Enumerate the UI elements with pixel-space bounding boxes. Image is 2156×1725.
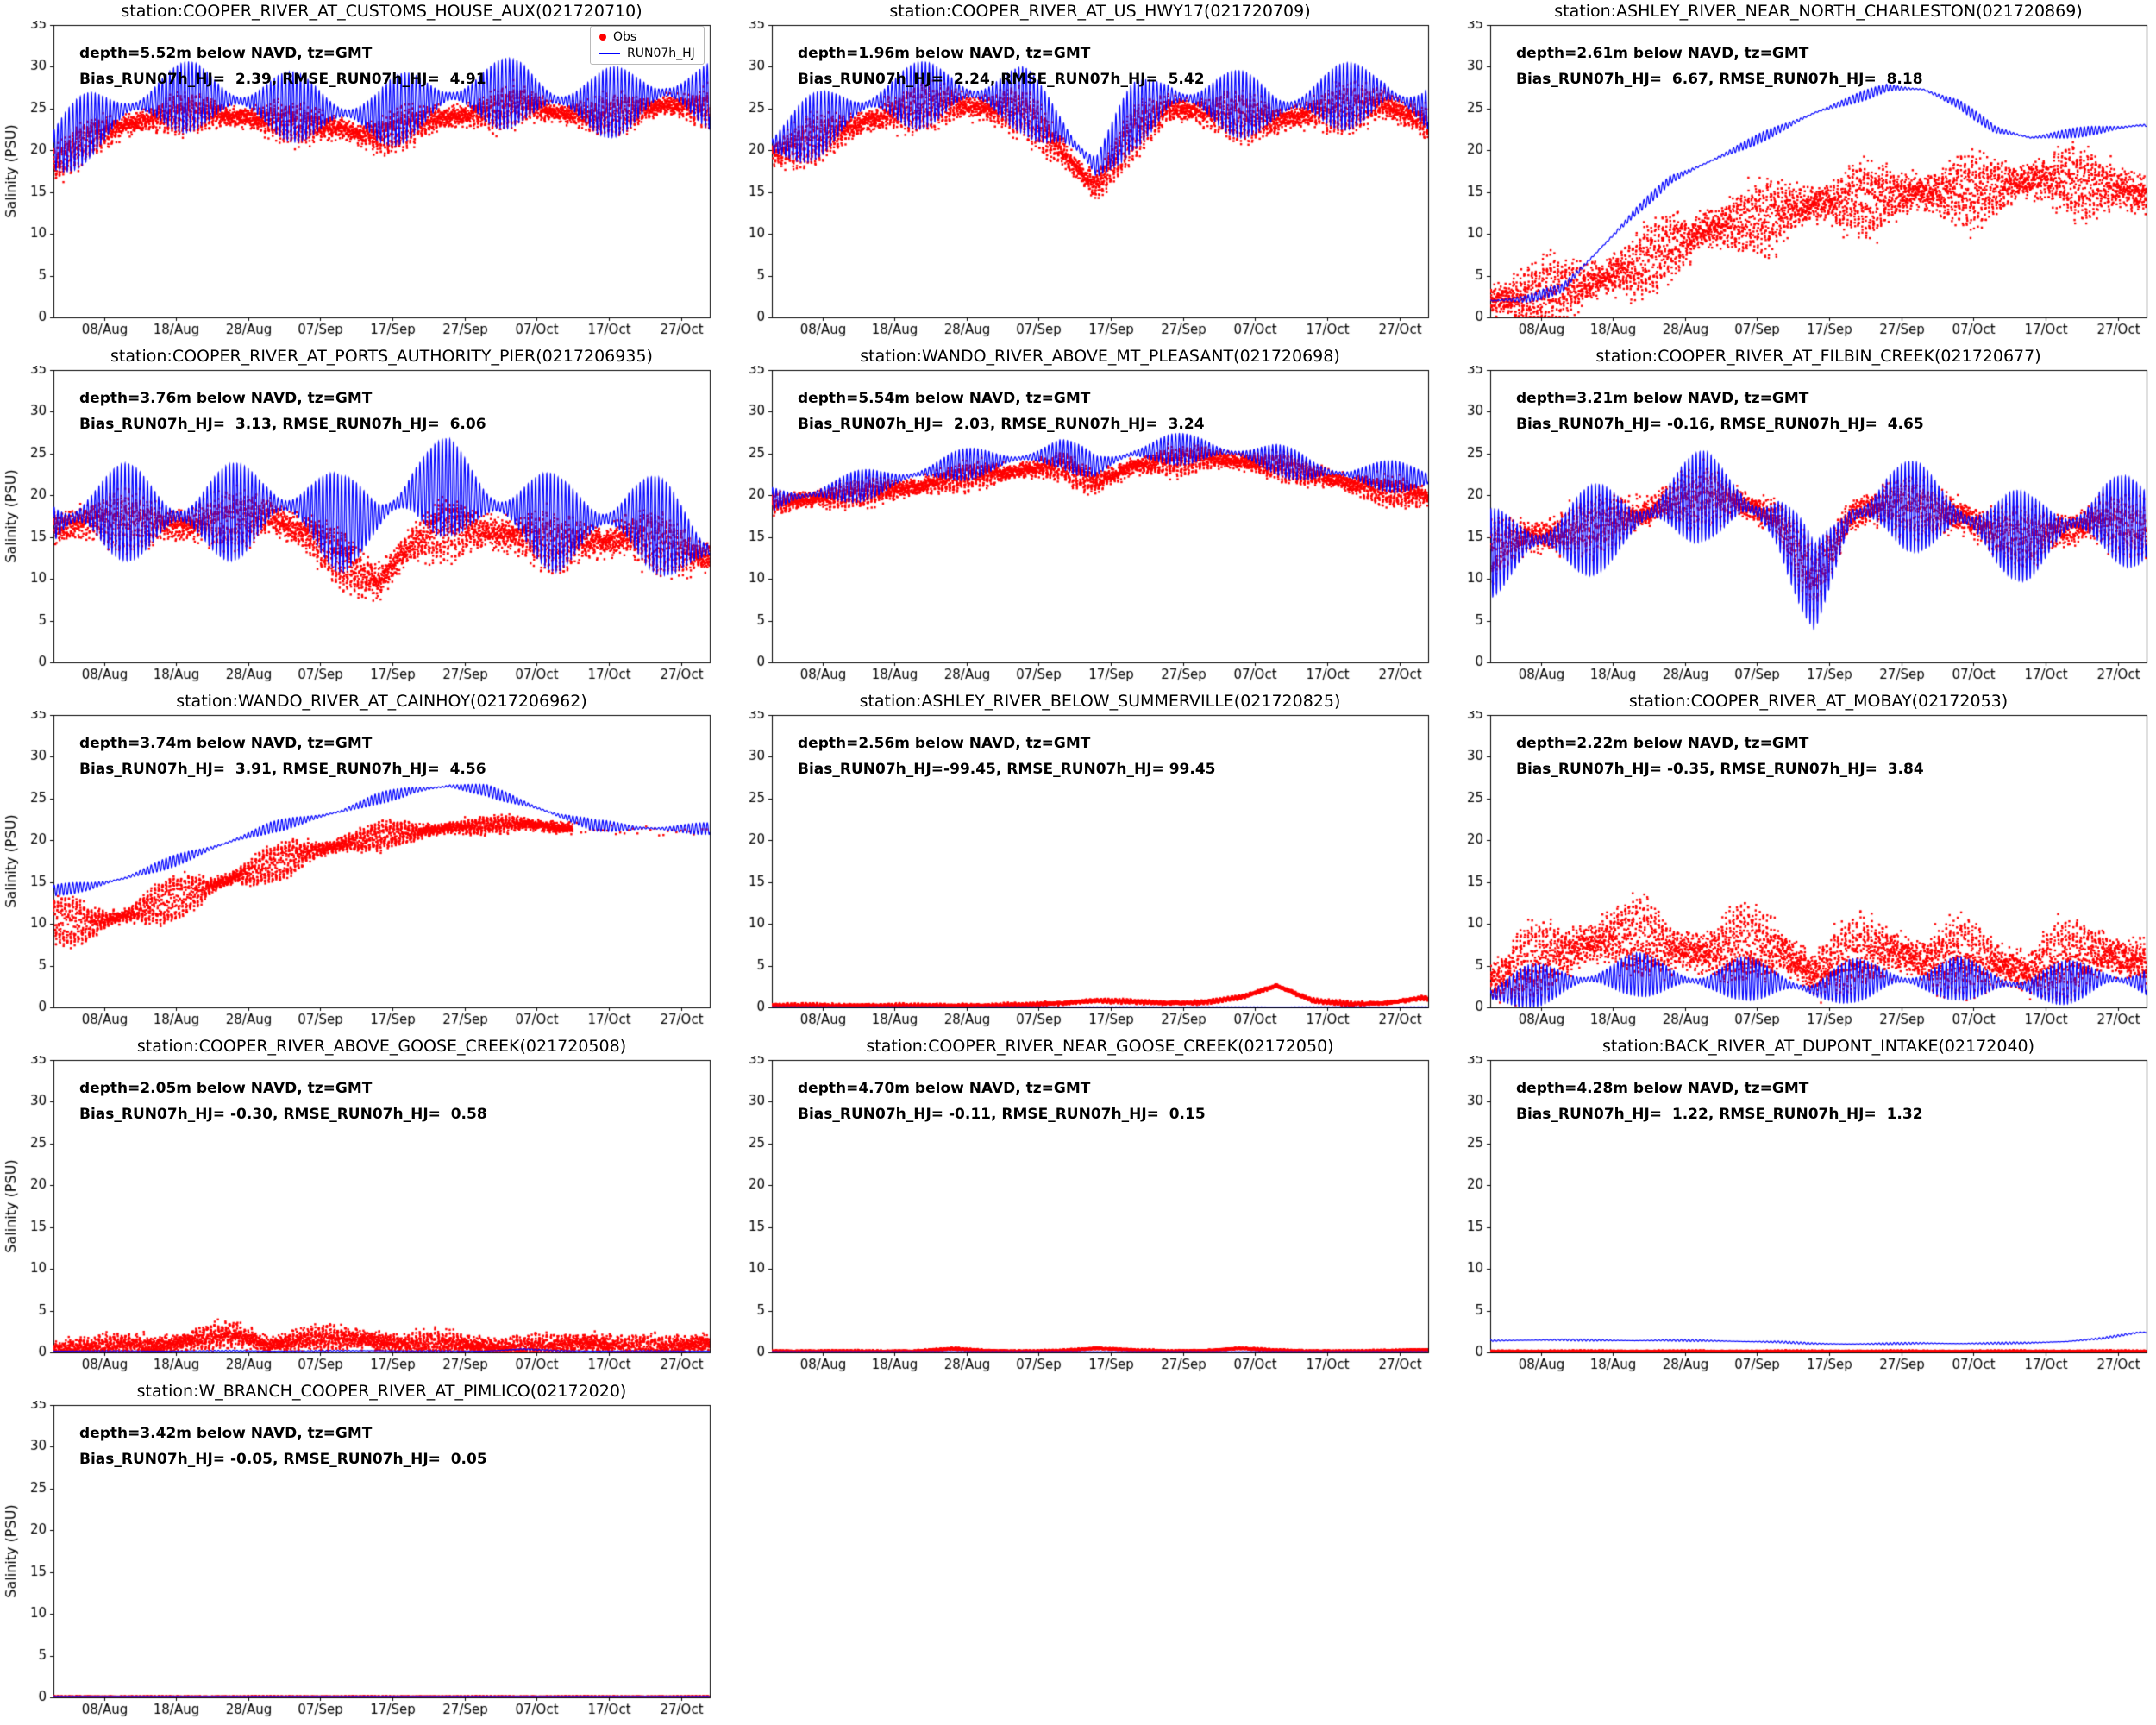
subplot-title: station:COOPER_RIVER_AT_MOBAY(02172053) bbox=[1628, 692, 2009, 711]
bias-rmse-annotation: Bias_RUN07h_HJ= 2.24, RMSE_RUN07h_HJ= 5.… bbox=[798, 71, 1205, 88]
subplot-title: station:COOPER_RIVER_AT_US_HWY17(0217207… bbox=[889, 2, 1311, 21]
depth-annotation: depth=4.70m below NAVD, tz=GMT bbox=[798, 1080, 1091, 1097]
subplot-title: station:COOPER_RIVER_AT_CUSTOMS_HOUSE_AU… bbox=[121, 2, 642, 21]
plot-canvas bbox=[718, 1056, 1437, 1380]
bias-rmse-annotation: Bias_RUN07h_HJ= -0.11, RMSE_RUN07h_HJ= 0… bbox=[798, 1106, 1206, 1123]
bias-rmse-annotation: Bias_RUN07h_HJ= 3.91, RMSE_RUN07h_HJ= 4.… bbox=[79, 761, 486, 778]
subplot-title: station:COOPER_RIVER_AT_FILBIN_CREEK(021… bbox=[1595, 347, 2041, 366]
bias-rmse-annotation: Bias_RUN07h_HJ= 2.03, RMSE_RUN07h_HJ= 3.… bbox=[798, 416, 1205, 433]
bias-rmse-annotation: Bias_RUN07h_HJ= -0.16, RMSE_RUN07h_HJ= 4… bbox=[1516, 416, 1924, 433]
plot-canvas bbox=[0, 1401, 718, 1725]
subplot-title: station:COOPER_RIVER_AT_PORTS_AUTHORITY_… bbox=[110, 347, 653, 366]
depth-annotation: depth=5.52m below NAVD, tz=GMT bbox=[79, 45, 373, 62]
depth-annotation: depth=2.61m below NAVD, tz=GMT bbox=[1516, 45, 1809, 62]
obs-marker-icon bbox=[599, 34, 606, 41]
depth-annotation: depth=3.76m below NAVD, tz=GMT bbox=[79, 390, 373, 407]
subplot-9: station:COOPER_RIVER_ABOVE_GOOSE_CREEK(0… bbox=[0, 1035, 718, 1380]
model-line-icon bbox=[599, 53, 620, 54]
depth-annotation: depth=1.96m below NAVD, tz=GMT bbox=[798, 45, 1091, 62]
subplot-title: station:W_BRANCH_COOPER_RIVER_AT_PIMLICO… bbox=[136, 1382, 627, 1401]
subplot-0: station:COOPER_RIVER_AT_CUSTOMS_HOUSE_AU… bbox=[0, 0, 718, 345]
depth-annotation: depth=3.42m below NAVD, tz=GMT bbox=[79, 1425, 373, 1442]
plot-canvas bbox=[0, 21, 718, 345]
depth-annotation: depth=2.22m below NAVD, tz=GMT bbox=[1516, 735, 1809, 752]
subplot-title: station:ASHLEY_RIVER_BELOW_SUMMERVILLE(0… bbox=[859, 692, 1341, 711]
subplot-title: station:WANDO_RIVER_AT_CAINHOY(021720696… bbox=[176, 692, 587, 711]
bias-rmse-annotation: Bias_RUN07h_HJ= 1.22, RMSE_RUN07h_HJ= 1.… bbox=[1516, 1106, 1923, 1123]
subplot-3: station:COOPER_RIVER_AT_PORTS_AUTHORITY_… bbox=[0, 345, 718, 690]
subplot-title: station:WANDO_RIVER_ABOVE_MT_PLEASANT(02… bbox=[860, 347, 1340, 366]
subplot-title: station:COOPER_RIVER_ABOVE_GOOSE_CREEK(0… bbox=[136, 1037, 627, 1056]
plot-canvas bbox=[1437, 21, 2155, 345]
depth-annotation: depth=2.56m below NAVD, tz=GMT bbox=[798, 735, 1091, 752]
bias-rmse-annotation: Bias_RUN07h_HJ= -0.05, RMSE_RUN07h_HJ= 0… bbox=[79, 1451, 487, 1468]
bias-rmse-annotation: Bias_RUN07h_HJ= 2.39, RMSE_RUN07h_HJ= 4.… bbox=[79, 71, 486, 88]
subplot-title: station:BACK_RIVER_AT_DUPONT_INTAKE(0217… bbox=[1601, 1037, 2035, 1056]
depth-annotation: depth=5.54m below NAVD, tz=GMT bbox=[798, 390, 1091, 407]
depth-annotation: depth=2.05m below NAVD, tz=GMT bbox=[79, 1080, 373, 1097]
subplot-4: station:WANDO_RIVER_ABOVE_MT_PLEASANT(02… bbox=[718, 345, 1437, 690]
subplot-7: station:ASHLEY_RIVER_BELOW_SUMMERVILLE(0… bbox=[718, 690, 1437, 1035]
bias-rmse-annotation: Bias_RUN07h_HJ= -0.30, RMSE_RUN07h_HJ= 0… bbox=[79, 1106, 487, 1123]
depth-annotation: depth=3.74m below NAVD, tz=GMT bbox=[79, 735, 373, 752]
subplot-6: station:WANDO_RIVER_AT_CAINHOY(021720696… bbox=[0, 690, 718, 1035]
depth-annotation: depth=4.28m below NAVD, tz=GMT bbox=[1516, 1080, 1809, 1097]
legend-obs-row: Obs bbox=[599, 30, 695, 44]
bias-rmse-annotation: Bias_RUN07h_HJ= 3.13, RMSE_RUN07h_HJ= 6.… bbox=[79, 416, 486, 433]
plot-canvas bbox=[718, 711, 1437, 1035]
subplot-8: station:COOPER_RIVER_AT_MOBAY(02172053) … bbox=[1437, 690, 2155, 1035]
obs-legend-label: Obs bbox=[613, 30, 637, 44]
subplot-12: station:W_BRANCH_COOPER_RIVER_AT_PIMLICO… bbox=[0, 1380, 718, 1725]
plot-canvas bbox=[718, 366, 1437, 690]
subplot-title: station:COOPER_RIVER_NEAR_GOOSE_CREEK(02… bbox=[866, 1037, 1334, 1056]
plot-canvas bbox=[0, 1056, 718, 1380]
subplot-5: station:COOPER_RIVER_AT_FILBIN_CREEK(021… bbox=[1437, 345, 2155, 690]
depth-annotation: depth=3.21m below NAVD, tz=GMT bbox=[1516, 390, 1809, 407]
bias-rmse-annotation: Bias_RUN07h_HJ=-99.45, RMSE_RUN07h_HJ= 9… bbox=[798, 761, 1216, 778]
plot-canvas bbox=[0, 366, 718, 690]
subplot-2: station:ASHLEY_RIVER_NEAR_NORTH_CHARLEST… bbox=[1437, 0, 2155, 345]
model-legend-label: RUN07h_HJ bbox=[627, 47, 695, 60]
plot-canvas bbox=[1437, 711, 2155, 1035]
subplot-10: station:COOPER_RIVER_NEAR_GOOSE_CREEK(02… bbox=[718, 1035, 1437, 1380]
bias-rmse-annotation: Bias_RUN07h_HJ= -0.35, RMSE_RUN07h_HJ= 3… bbox=[1516, 761, 1924, 778]
plot-canvas bbox=[0, 711, 718, 1035]
legend-model-row: RUN07h_HJ bbox=[599, 47, 695, 60]
plot-canvas bbox=[718, 21, 1437, 345]
legend: Obs RUN07h_HJ bbox=[590, 26, 705, 65]
plot-canvas bbox=[1437, 366, 2155, 690]
plot-canvas bbox=[1437, 1056, 2155, 1380]
subplot-11: station:BACK_RIVER_AT_DUPONT_INTAKE(0217… bbox=[1437, 1035, 2155, 1380]
subplot-title: station:ASHLEY_RIVER_NEAR_NORTH_CHARLEST… bbox=[1554, 2, 2083, 21]
subplot-1: station:COOPER_RIVER_AT_US_HWY17(0217207… bbox=[718, 0, 1437, 345]
bias-rmse-annotation: Bias_RUN07h_HJ= 6.67, RMSE_RUN07h_HJ= 8.… bbox=[1516, 71, 1923, 88]
